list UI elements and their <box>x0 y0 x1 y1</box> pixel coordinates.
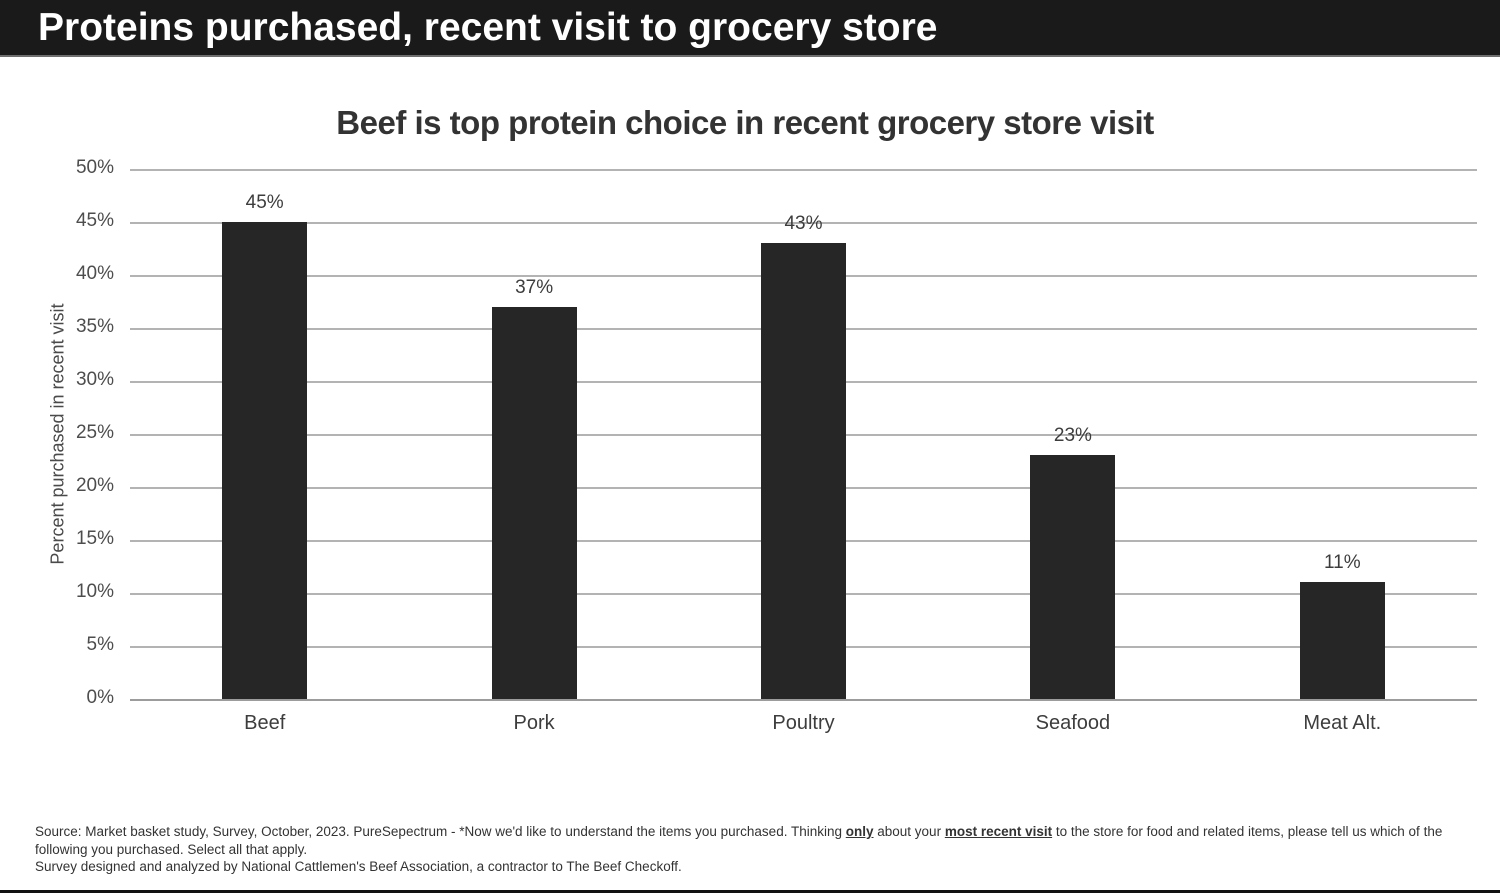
y-tick-label: 50% <box>75 157 114 178</box>
bar-value-label: 23% <box>1053 425 1092 447</box>
source-line-2: Survey designed and analyzed by National… <box>35 859 682 874</box>
y-tick-label: 45% <box>75 210 114 231</box>
x-category-label: Poultry <box>772 712 835 734</box>
gridline-50 <box>130 169 1477 171</box>
header-bar: Proteins purchased, recent visit to groc… <box>0 0 1500 57</box>
bar-value-label: 11% <box>1323 552 1361 574</box>
y-tick-label: 15% <box>75 528 114 549</box>
y-tick-label: 30% <box>75 369 114 390</box>
bar-beef <box>222 222 308 699</box>
slide-bottom-edge <box>0 890 1500 893</box>
x-category-label: Meat Alt. <box>1303 712 1382 734</box>
gridline-0 <box>130 699 1477 701</box>
emphasis-most-recent-visit: most recent visit <box>944 824 1053 839</box>
y-tick-label: 5% <box>86 634 114 655</box>
page-title: Proteins purchased, recent visit to groc… <box>38 5 938 49</box>
bar-pork <box>491 306 577 699</box>
y-tick-label: 10% <box>75 581 114 602</box>
emphasis-only: only <box>845 824 874 839</box>
gridline-45 <box>130 222 1477 224</box>
x-category-label: Pork <box>513 712 555 734</box>
y-tick-label: 20% <box>75 475 114 496</box>
bar-value-label: 45% <box>245 192 284 213</box>
y-tick-label: 0% <box>86 687 114 708</box>
bar-poultry <box>761 243 846 699</box>
y-tick-label: 40% <box>75 263 114 284</box>
y-tick-label: 35% <box>75 316 114 337</box>
chart-title: Beef is top protein choice in recent gro… <box>336 104 1154 141</box>
bar-meat-alt <box>1299 582 1385 699</box>
x-category-label: Seafood <box>1035 712 1111 734</box>
plot-area: 45% 37% 43% 23% 11% <box>130 169 1477 701</box>
source-note: Source: Market basket study, Survey, Oct… <box>35 823 1475 876</box>
source-line-1: Source: Market basket study, Survey, Oct… <box>35 824 1443 857</box>
bar-value-label: 37% <box>515 276 554 298</box>
bar-value-label: 43% <box>784 213 823 235</box>
y-tick-label: 25% <box>75 422 114 443</box>
x-category-label: Beef <box>244 712 286 734</box>
bar-seafood <box>1030 455 1116 699</box>
